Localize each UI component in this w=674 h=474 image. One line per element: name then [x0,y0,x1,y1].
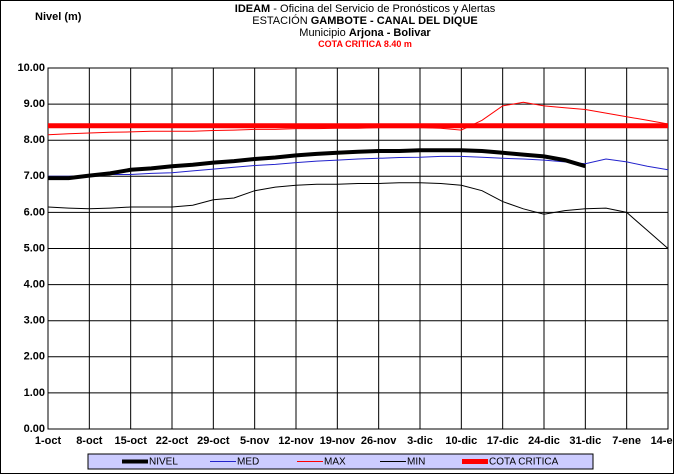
legend-label: MAX [324,457,346,468]
title-part: ESTACIÓN [252,14,310,27]
chart-title: IDEAM - Oficina del Servicio de Pronósti… [235,3,496,15]
chart-title: ESTACIÓN GAMBOTE - CANAL DEL DIQUE [252,14,478,27]
x-tick-label: 26-nov [361,435,397,447]
legend-label: MED [237,457,259,468]
x-tick-label: 8-oct [76,435,103,447]
title-part: IDEAM [235,3,270,15]
x-tick-label: 15-oct [114,435,147,447]
y-tick-label: 6.00 [24,206,45,218]
x-tick-label: 22-oct [156,435,189,447]
x-tick-label: 12-nov [278,435,314,447]
y-tick-label: 7.00 [24,170,45,182]
x-tick-label: 31-dic [569,435,601,447]
x-tick-label: 19-nov [320,435,356,447]
y-tick-label: 5.00 [24,242,45,254]
y-tick-label: 9.00 [24,98,45,110]
x-tick-label: 14-ene [651,435,674,447]
legend-label: NIVEL [149,457,178,468]
title-part: GAMBOTE - CANAL DEL DIQUE [311,15,478,27]
y-tick-label: 10.00 [17,62,45,74]
y-tick-label: 1.00 [24,387,45,399]
y-tick-label: 8.00 [24,134,45,146]
x-tick-label: 1-oct [35,435,62,447]
series-line [47,182,669,249]
y-tick-label: 2.00 [24,351,45,363]
y-tick-label: 3.00 [24,315,45,327]
series-line [48,148,586,181]
x-tick-label: 5-nov [240,435,270,447]
x-tick-label: 17-dic [487,435,519,447]
title-part: Arjona - Bolivar [349,27,432,39]
chart-title: COTA CRITICA 8.40 m [318,39,412,49]
x-tick-label: 24-dic [528,435,560,447]
legend-label: MIN [407,457,425,468]
x-tick-label: 10-dic [445,435,477,447]
title-part: - Oficina del Servicio de Pronósticos y … [270,3,495,15]
y-tick-label: 0.00 [24,423,45,435]
chart-title: Municipio Arjona - Bolivar [299,27,431,39]
x-tick-label: 7-ene [612,435,641,447]
x-tick-label: 29-oct [197,435,230,447]
title-part: COTA CRITICA 8.40 m [318,39,412,49]
y-tick-label: 4.00 [24,279,45,291]
title-part: Municipio [299,27,349,39]
y-axis-label: Nivel (m) [35,11,82,23]
legend-label: COTA CRITICA [489,457,559,468]
x-tick-label: 3-dic [407,435,433,447]
legend-box [87,453,594,470]
